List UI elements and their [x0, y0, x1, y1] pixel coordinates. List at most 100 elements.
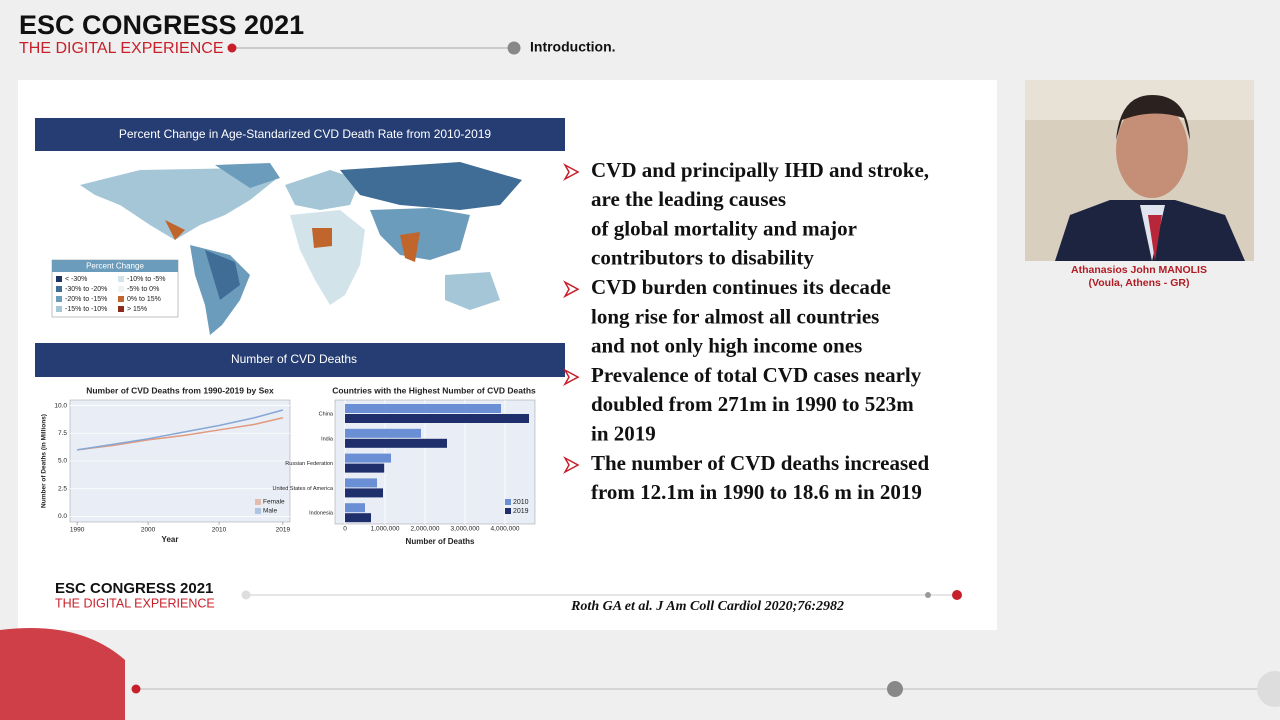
x-tick-label: 1990	[70, 527, 85, 534]
y-tick-label: 10.0	[54, 402, 67, 409]
legend-label: -5% to 0%	[127, 286, 159, 293]
speaker-location: (Voula, Athens - GR)	[1089, 277, 1190, 289]
footer-subtitle: THE DIGITAL EXPERIENCE	[55, 596, 215, 610]
legend-swatch	[118, 296, 124, 302]
footer-dot	[925, 592, 931, 598]
bullet-line: are the leading causes	[591, 187, 786, 211]
timeline-dot	[887, 681, 903, 697]
legend-label: -30% to -20%	[65, 286, 107, 293]
bar	[345, 414, 529, 423]
y-tick-label: United States of America	[272, 486, 333, 492]
x-tick-label: 2010	[212, 527, 227, 534]
map-legend-title: Percent Change	[86, 262, 144, 271]
y-tick-label: Russian Federation	[285, 461, 333, 467]
bullet-line: from 12.1m in 1990 to 18.6 m in 2019	[591, 480, 922, 504]
deaths-banner	[35, 343, 565, 377]
bar	[345, 404, 501, 413]
world-map	[80, 162, 522, 335]
x-tick-label: 2000	[141, 527, 156, 534]
bar	[345, 478, 377, 488]
y-tick-label: 0.0	[58, 513, 67, 520]
speaker-name: Athanasios John MANOLIS	[1071, 264, 1207, 276]
footer-dot	[241, 590, 251, 600]
legend-label: -20% to -15%	[65, 296, 107, 303]
legend-label: 2019	[513, 508, 529, 515]
legend-swatch	[118, 276, 124, 282]
x-tick-label: 1,000,000	[371, 526, 400, 533]
legend-swatch	[56, 286, 62, 292]
progress-dot	[507, 41, 521, 55]
y-tick-label: 2.5	[58, 485, 67, 492]
map-legend: < -30% -30% to -20% -20% to -15% -15% to -1…	[56, 276, 166, 313]
bar	[345, 453, 391, 463]
bullet-line: doubled from 271m in 1990 to 523m	[591, 392, 914, 416]
legend-label: 2010	[513, 499, 529, 506]
series-line	[76, 409, 284, 451]
map-title: Percent Change in Age-Standarized CVD De…	[119, 127, 492, 141]
y-tick-label: China	[319, 411, 334, 417]
x-tick-label: 2019	[276, 527, 291, 534]
legend-swatch	[505, 499, 511, 505]
bullet-line: in 2019	[591, 422, 656, 446]
legend-label: Female	[263, 499, 285, 506]
x-axis-label: Number of Deaths	[406, 537, 475, 546]
legend-swatch	[255, 499, 261, 505]
bullet-line: The number of CVD deaths increased	[591, 451, 929, 475]
bullet-line: long rise for almost all countries	[591, 304, 879, 328]
y-tick-label: India	[321, 436, 334, 442]
bullet-arrow	[563, 280, 580, 299]
bullet-arrow	[563, 368, 580, 387]
progress-dot	[227, 43, 237, 53]
bullet-line: Prevalence of total CVD cases nearly	[591, 363, 922, 387]
legend-swatch	[255, 508, 261, 514]
x-tick-label: 3,000,000	[451, 526, 480, 533]
bullet-line: contributors to disability	[591, 246, 814, 270]
bullet-line: CVD and principally IHD and stroke,	[591, 158, 929, 182]
timeline-dot	[131, 684, 141, 694]
bar	[345, 463, 385, 473]
legend-swatch	[118, 306, 124, 312]
legend-swatch	[118, 286, 124, 292]
bullet-line: of global mortality and major	[591, 216, 857, 240]
bar	[345, 488, 383, 498]
footer-title: ESC CONGRESS 2021	[55, 580, 213, 597]
legend-swatch	[505, 508, 511, 514]
map-legend-header	[52, 260, 178, 272]
chart-title: Countries with the Highest Number of CVD…	[332, 385, 536, 395]
x-tick-label: 2,000,000	[411, 526, 440, 533]
y-tick-label: 7.5	[58, 430, 67, 437]
footer-dot	[952, 590, 962, 600]
legend-label: < -30%	[65, 276, 87, 283]
charts: Number of CVD Deaths from 1990-2019 by S…	[41, 385, 536, 546]
deaths-title: Number of CVD Deaths	[231, 352, 357, 366]
bar	[345, 513, 371, 523]
x-axis-label: Year	[162, 535, 179, 544]
legend-swatch	[56, 276, 62, 282]
corner-pattern	[0, 628, 125, 720]
legend-swatch	[56, 296, 62, 302]
y-axis-label: Number of Deaths (in Millions)	[41, 414, 48, 508]
timeline-dot	[1257, 671, 1280, 707]
y-tick-label: 5.0	[58, 458, 67, 465]
legend-swatch	[56, 306, 62, 312]
x-tick-label: 4,000,000	[491, 526, 520, 533]
bar	[345, 438, 447, 448]
bar	[345, 428, 421, 438]
bullet-arrow	[563, 456, 580, 474]
legend-label: Male	[263, 508, 277, 515]
legend-label: 0% to 15%	[127, 296, 161, 303]
bullet-line: CVD burden continues its decade	[591, 275, 891, 299]
bullet-arrow	[563, 163, 580, 181]
header-title: ESC CONGRESS 2021	[19, 10, 304, 40]
legend-label: -10% to -5%	[127, 276, 166, 283]
citation: Roth GA et al. J Am Coll Cardiol 2020;76…	[570, 599, 844, 614]
chart-title: Number of CVD Deaths from 1990-2019 by S…	[86, 385, 274, 395]
bar	[345, 503, 365, 513]
x-tick-label: 0	[343, 526, 347, 533]
series-line	[77, 417, 284, 451]
section-title: Introduction.	[530, 39, 616, 55]
map-banner	[35, 118, 565, 151]
bullets: CVD and principally IHD and stroke, are t…	[563, 158, 929, 504]
